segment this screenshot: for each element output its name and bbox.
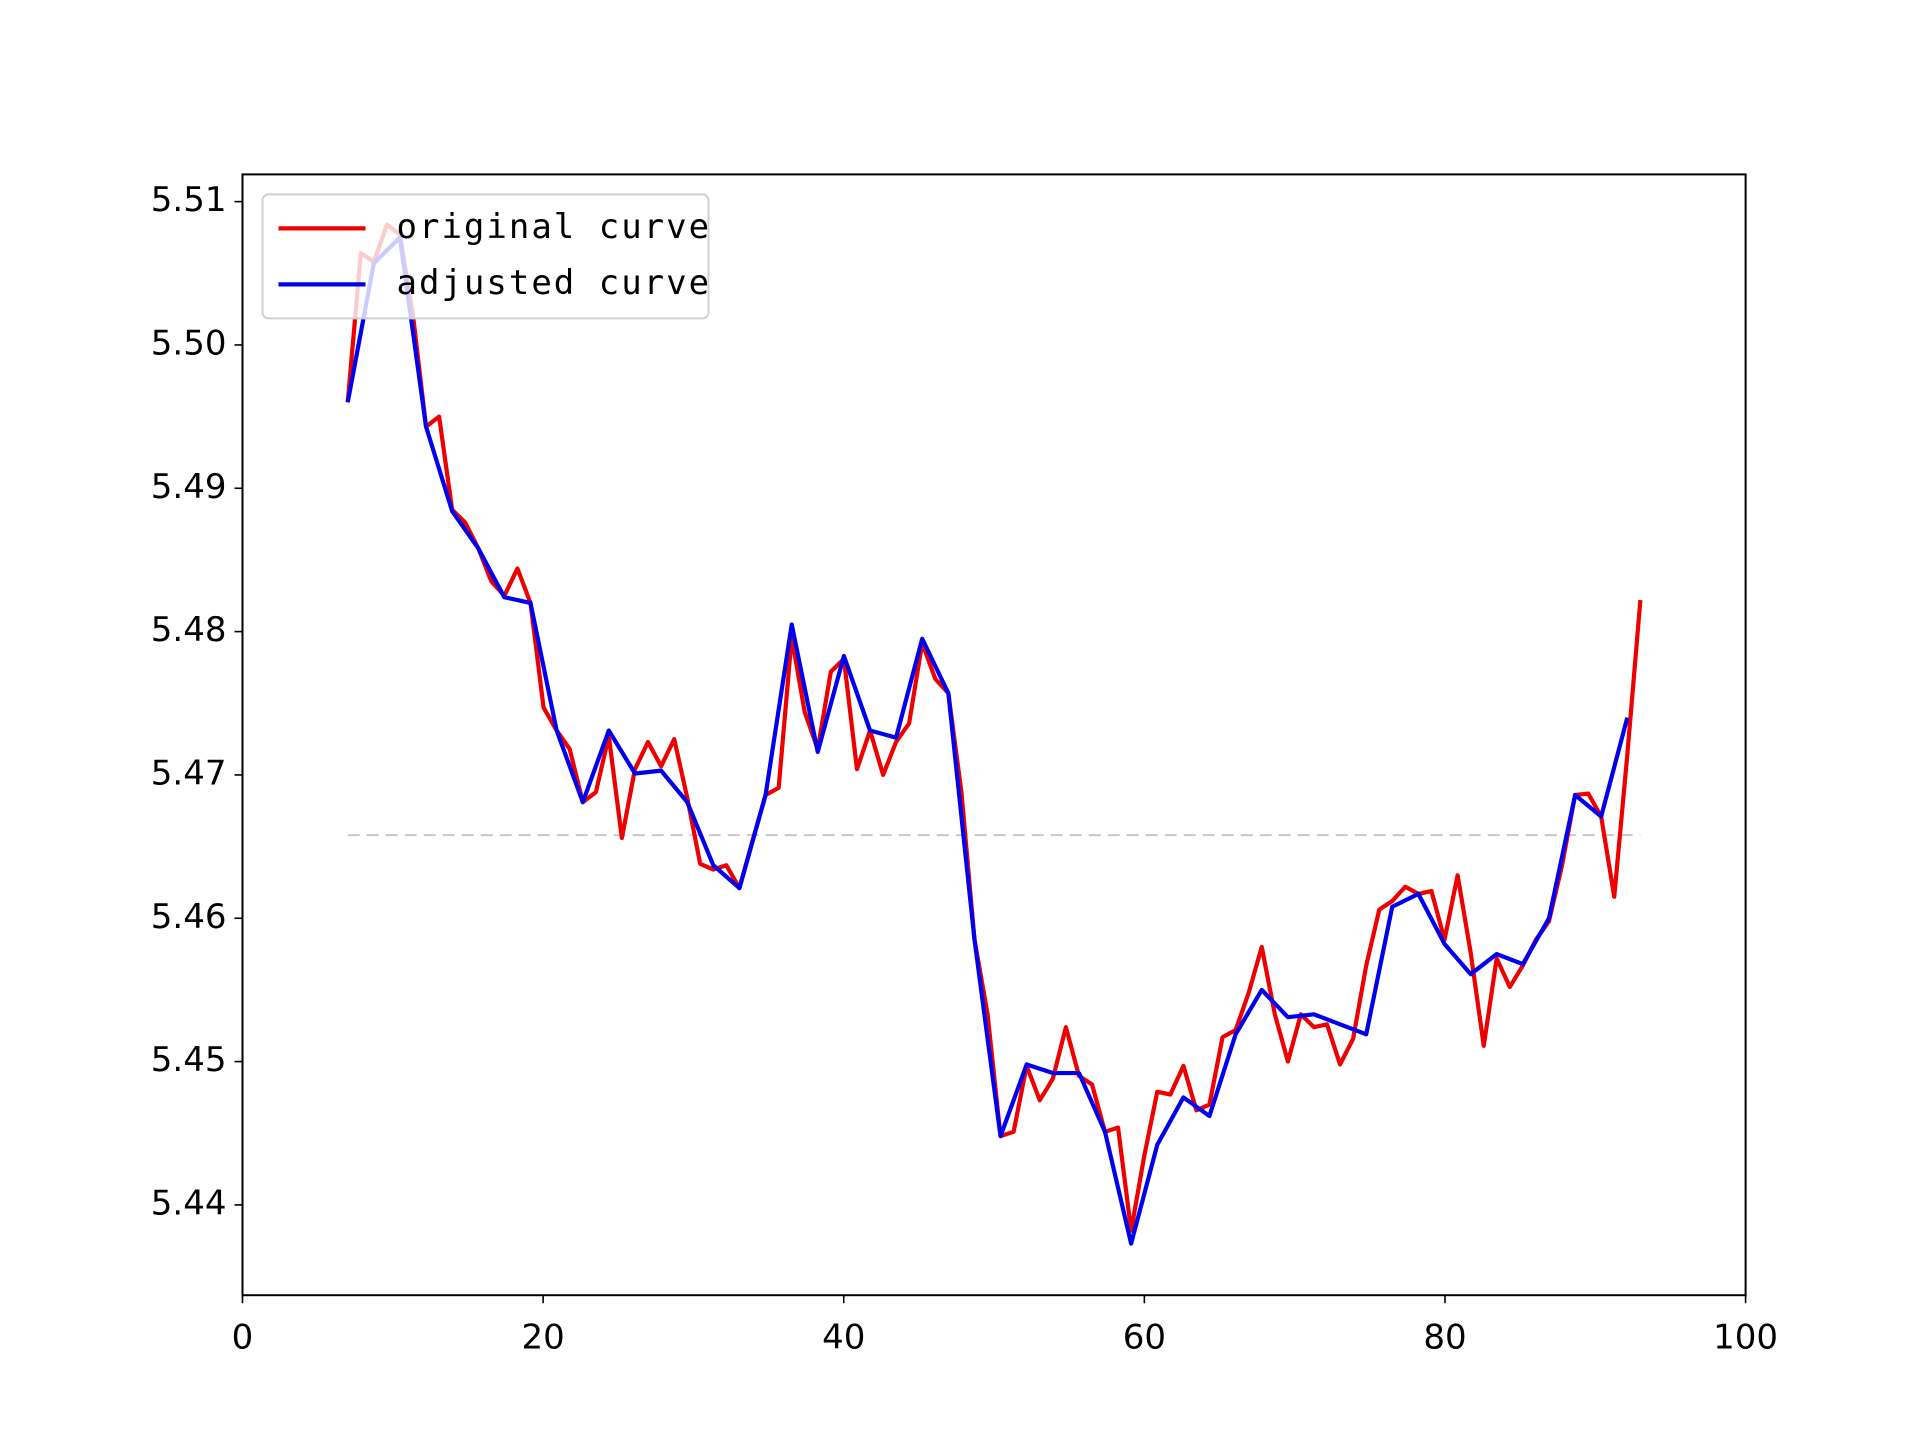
y-tick-label: 5.45	[151, 1040, 227, 1080]
y-tick-label: 5.46	[151, 897, 227, 937]
x-tick-label: 80	[1423, 1318, 1466, 1358]
y-tick-label: 5.50	[151, 323, 227, 363]
y-tick-label: 5.51	[151, 180, 227, 220]
y-tick-label: 5.47	[151, 753, 227, 793]
legend: original curve adjusted curve	[261, 193, 712, 320]
x-tick-label: 40	[822, 1318, 865, 1358]
y-tick-label: 5.44	[151, 1183, 227, 1223]
x-tick-label: 0	[232, 1318, 254, 1358]
y-tick-label: 5.48	[151, 610, 227, 650]
x-tick-label: 20	[521, 1318, 564, 1358]
y-tick-label: 5.49	[151, 467, 227, 507]
x-tick-label: 60	[1123, 1318, 1166, 1358]
x-tick-label: 100	[1713, 1318, 1778, 1358]
legend-box	[261, 193, 710, 320]
legend-label: original curve	[397, 207, 712, 247]
plot-frame	[241, 173, 1747, 1297]
series-line	[345, 235, 1630, 1246]
legend-label: adjusted curve	[397, 263, 712, 303]
